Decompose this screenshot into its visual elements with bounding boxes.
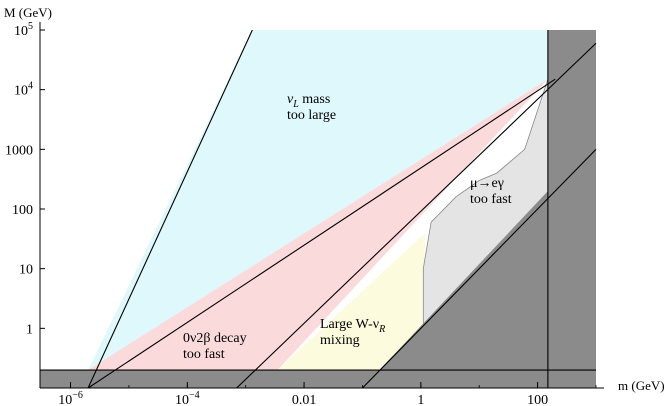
region-mu-e-gamma <box>423 79 548 324</box>
y-axis-title: M (GeV) <box>4 5 52 20</box>
y-tick-label: 100 <box>12 203 33 218</box>
regions-layer <box>88 30 548 370</box>
boundary-lines-layer <box>40 29 597 389</box>
axes-layer: 10−6 10−4 0.01 1 100 1 10 100 1000 104 105 m (GeV) M… <box>4 5 665 406</box>
y-tick-label: 104 <box>14 81 33 99</box>
x-axis-title: m (GeV) <box>618 378 665 393</box>
region-label: μ→eγ too fast <box>470 176 512 207</box>
region-label: νL mass too large <box>287 92 336 123</box>
excluded-layer <box>40 30 596 388</box>
excluded-low-M <box>40 370 596 388</box>
mu-e-gamma-boundary <box>422 79 549 324</box>
y-tick-label: 10 <box>19 263 33 278</box>
region-labels-layer: νL mass too large 0ν2β decay too fast Large … <box>183 92 512 362</box>
y-tick-label: 105 <box>14 21 33 39</box>
x-tick-label: 10−4 <box>175 390 200 406</box>
boundary-line <box>236 42 597 389</box>
region-0v2b-decay <box>88 79 548 370</box>
x-tick-label: 1 <box>417 393 424 406</box>
excluded-lower-right <box>362 191 548 388</box>
x-tick-label: 0.01 <box>292 393 317 406</box>
x-tick-label: 10−6 <box>58 390 83 406</box>
y-tick-label: 1000 <box>5 143 33 158</box>
x-tick-label: 100 <box>527 393 548 406</box>
boundary-line <box>87 29 253 389</box>
boundary-line <box>87 78 556 389</box>
region-label: Large W-νR mixing <box>320 317 385 348</box>
region-label: 0ν2β decay too fast <box>183 331 247 362</box>
region-large-WvR-mixing <box>277 232 426 370</box>
y-tick-label: 1 <box>26 322 33 337</box>
region-nuL-mass <box>88 30 548 370</box>
boundary-line <box>362 148 597 389</box>
excluded-heavy-m <box>547 30 596 388</box>
